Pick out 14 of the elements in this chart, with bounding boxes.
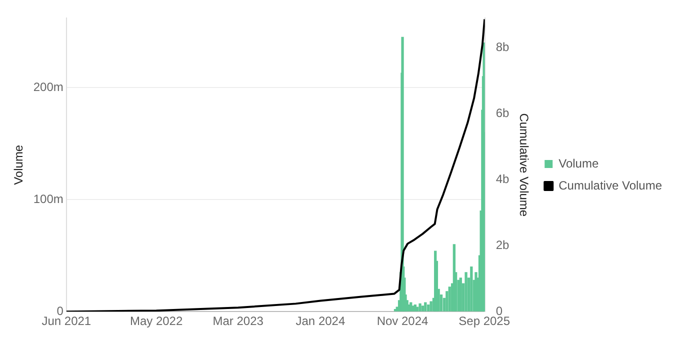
x-tick-label: Mar 2023 [212,314,264,328]
y-tick-label: 100m [33,192,64,206]
x-tick-label: Jan 2024 [296,314,346,328]
legend-label: Cumulative Volume [558,178,662,192]
y-tick-label: 200m [33,80,64,94]
legend-label: Volume [558,156,599,170]
y-axis-title: Volume [12,144,26,185]
y2-axis-title: Cumulative Volume [517,113,532,217]
x-tick-label: Nov 2024 [376,314,429,328]
y2-tick-label: 4b [496,172,510,186]
y2-tick-label: 2b [496,238,510,252]
y2-tick-label: 6b [496,106,510,120]
x-tick-label: May 2022 [130,314,183,328]
y2-tick-label: 8b [496,40,510,54]
